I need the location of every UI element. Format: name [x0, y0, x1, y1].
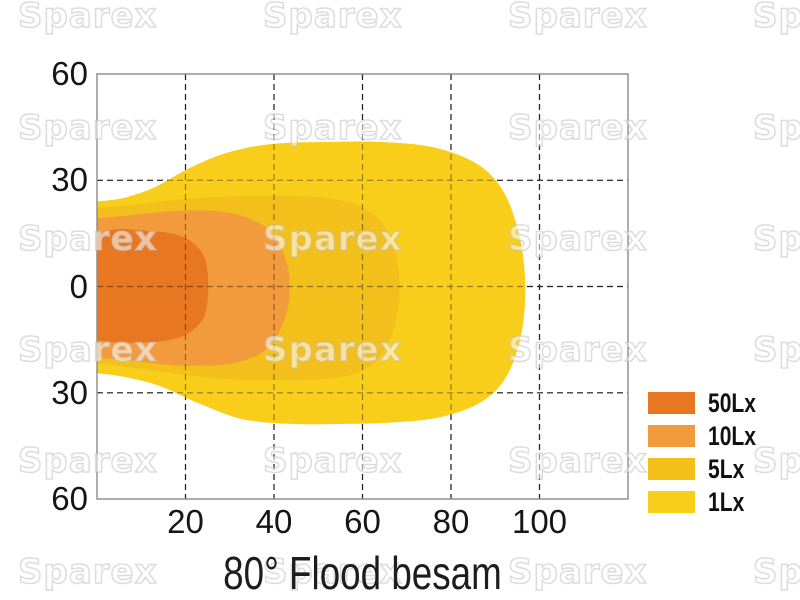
legend: 50Lx 10Lx 5Lx 1Lx	[648, 388, 770, 524]
plot-border	[96, 73, 629, 500]
legend-swatch	[648, 392, 695, 414]
legend-item: 5Lx	[648, 454, 770, 484]
legend-swatch	[648, 425, 695, 447]
legend-label: 5Lx	[708, 453, 745, 484]
legend-item: 10Lx	[648, 421, 770, 451]
gridlines-over	[97, 74, 628, 499]
legend-label: 1Lx	[708, 486, 745, 517]
beam-regions	[97, 141, 526, 425]
legend-item: 1Lx	[648, 487, 770, 517]
legend-item: 50Lx	[648, 388, 770, 418]
legend-swatch	[648, 458, 695, 480]
legend-swatch	[648, 491, 695, 513]
legend-label: 50Lx	[708, 387, 757, 418]
legend-label: 10Lx	[708, 420, 757, 451]
chart-title: 80° Flood besam	[223, 547, 502, 599]
